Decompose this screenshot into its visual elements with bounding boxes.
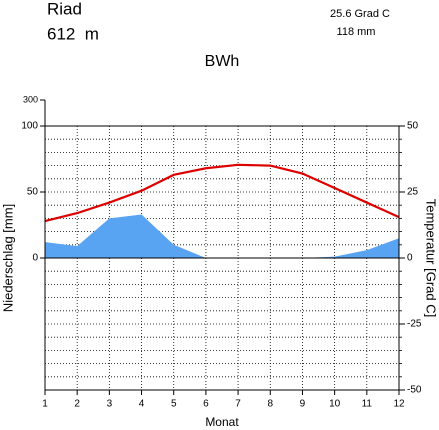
y-axis-label: Niederschlag [mm] bbox=[0, 204, 15, 312]
precipitation-area bbox=[45, 214, 399, 258]
y2-tick-label: 50 bbox=[407, 121, 419, 132]
annual-precipitation: 118 mm bbox=[337, 26, 376, 38]
x-tick-label: 10 bbox=[329, 399, 341, 410]
x-tick-label: 4 bbox=[139, 399, 145, 410]
x-axis-label: Monat bbox=[205, 415, 239, 429]
y2-tick-label: 25 bbox=[407, 187, 419, 198]
x-tick-label: 11 bbox=[362, 399, 373, 410]
station: Riad bbox=[47, 0, 82, 18]
x-tick-label: 8 bbox=[267, 399, 273, 410]
temperature-line bbox=[44, 163, 400, 223]
x-tick-label: 9 bbox=[300, 399, 306, 410]
y2-axis-label: Temperatur [Grad C] bbox=[424, 199, 439, 318]
y2-tick-label: -25 bbox=[407, 319, 422, 330]
x-tick-label: 3 bbox=[107, 399, 113, 410]
annual-temperature: 25.6 Grad C bbox=[330, 8, 390, 20]
y2-tick-label: 0 bbox=[407, 253, 413, 264]
x-tick-label: 1 bbox=[42, 399, 48, 410]
x-tick-label: 5 bbox=[171, 399, 177, 410]
elevation: 612 m bbox=[47, 24, 99, 43]
y-tick-label: 50 bbox=[27, 187, 39, 198]
x-tick-label: 12 bbox=[393, 399, 405, 410]
x-tick-label: 2 bbox=[74, 399, 80, 410]
y-tick-label: 300 bbox=[23, 94, 38, 104]
y-tick-label: 0 bbox=[32, 253, 38, 264]
y2-tick-label: -50 bbox=[407, 385, 422, 396]
x-tick-label: 7 bbox=[235, 399, 241, 410]
climate-class: BWh bbox=[205, 53, 240, 70]
y-tick-label: 100 bbox=[21, 121, 38, 132]
x-tick-label: 6 bbox=[203, 399, 209, 410]
